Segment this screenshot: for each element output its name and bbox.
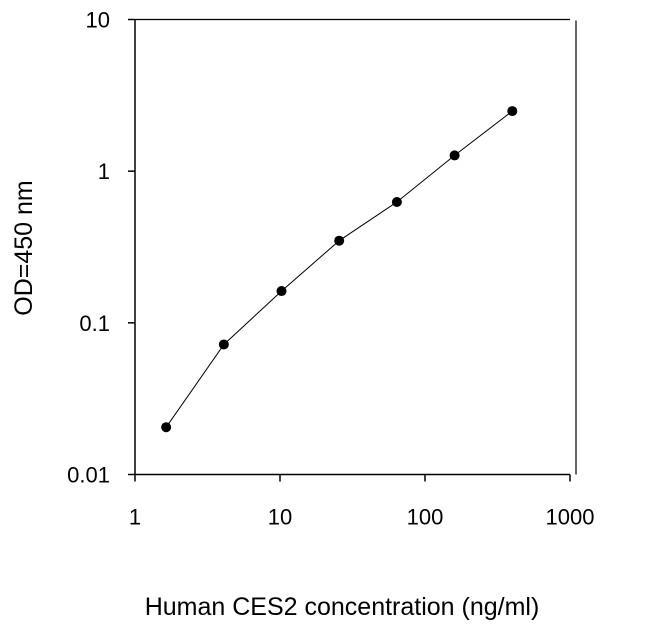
axes xyxy=(134,18,577,476)
x-axis-title: Human CES2 concentration (ng/ml) xyxy=(145,593,540,621)
data-point xyxy=(334,235,345,246)
y-tick-label: 1 xyxy=(98,159,110,184)
data-point xyxy=(161,422,172,433)
data-point xyxy=(507,106,518,117)
x-tick-label: 10 xyxy=(268,505,292,530)
x-tick-label: 100 xyxy=(407,505,444,530)
ticks: 1 10 100 1000 0.01 0.1 1 10 xyxy=(67,8,594,530)
series xyxy=(161,106,518,433)
series-line xyxy=(165,110,513,428)
y-tick-label: 0.01 xyxy=(67,463,110,488)
y-axis-title: OD=450 nm xyxy=(10,180,38,316)
x-tick-label: 1000 xyxy=(546,505,595,530)
y-tick-label: 10 xyxy=(86,8,110,33)
data-point xyxy=(218,339,229,350)
data-point xyxy=(391,197,402,208)
data-point xyxy=(449,150,460,161)
y-tick-label: 0.1 xyxy=(79,311,110,336)
x-tick-label: 1 xyxy=(129,505,141,530)
data-point xyxy=(276,286,287,297)
